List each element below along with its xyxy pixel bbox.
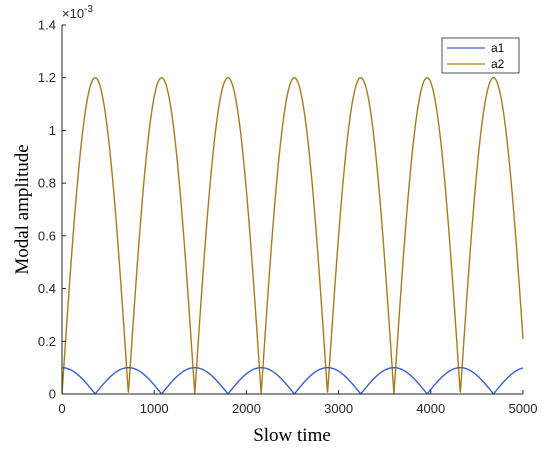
series-line-a2 bbox=[61, 77, 524, 395]
plot-area bbox=[62, 25, 523, 394]
legend: a1 a2 bbox=[441, 37, 520, 74]
y-exponent-base: ×10 bbox=[62, 6, 84, 21]
y-tick-label: 0.2 bbox=[38, 334, 56, 349]
x-tick-label: 1000 bbox=[140, 401, 169, 416]
y-tick-label: 1.2 bbox=[38, 70, 56, 85]
axes bbox=[61, 25, 523, 395]
x-axis-label: Slow time bbox=[253, 425, 331, 446]
y-tick-label: 0.4 bbox=[38, 281, 56, 296]
series-line-a1 bbox=[61, 366, 524, 395]
x-tick-label: 0 bbox=[58, 401, 65, 416]
y-tick-label: 1.4 bbox=[38, 18, 56, 33]
y-tick-label: 0.6 bbox=[38, 228, 56, 243]
y-ticks: 0 0.2 0.4 0.6 0.8 1 1.2 1.4 bbox=[38, 18, 66, 402]
x-tick-label: 4000 bbox=[416, 401, 445, 416]
legend-label-a1: a1 bbox=[491, 41, 505, 55]
y-exponent-label: ×10-3 bbox=[62, 4, 93, 21]
series-layer bbox=[61, 77, 524, 395]
legend-box bbox=[441, 37, 520, 74]
legend-label-a2: a2 bbox=[491, 57, 505, 71]
y-tick-label: 1 bbox=[49, 123, 56, 138]
x-tick-label: 2000 bbox=[232, 401, 261, 416]
y-axis-label: Modal amplitude bbox=[12, 144, 33, 274]
y-tick-label: 0 bbox=[49, 387, 56, 402]
y-exponent-power: -3 bbox=[84, 4, 93, 15]
x-ticks: 0 1000 2000 3000 4000 5000 bbox=[58, 390, 537, 416]
x-tick-label: 3000 bbox=[324, 401, 353, 416]
x-tick-label: 5000 bbox=[509, 401, 538, 416]
y-tick-label: 0.8 bbox=[38, 176, 56, 191]
